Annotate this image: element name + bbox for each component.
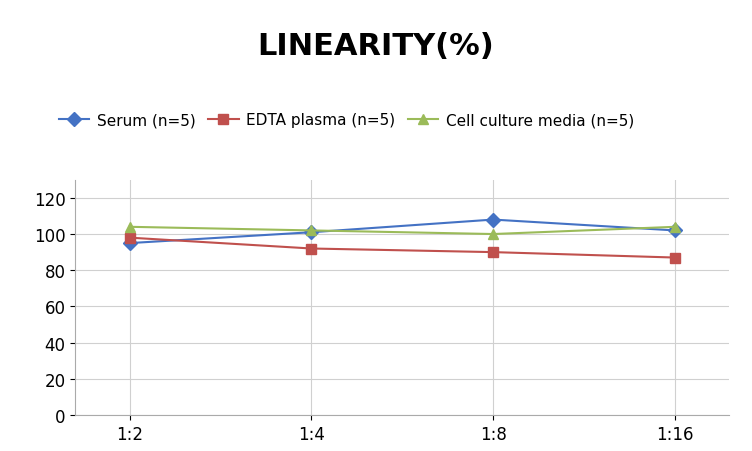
EDTA plasma (n=5)	[125, 235, 134, 241]
Text: LINEARITY(%): LINEARITY(%)	[258, 32, 494, 60]
EDTA plasma (n=5)	[489, 250, 498, 255]
EDTA plasma (n=5)	[307, 246, 316, 252]
Cell culture media (n=5)	[307, 228, 316, 234]
Serum (n=5)	[125, 241, 134, 246]
Legend: Serum (n=5), EDTA plasma (n=5), Cell culture media (n=5): Serum (n=5), EDTA plasma (n=5), Cell cul…	[53, 107, 640, 134]
Line: Cell culture media (n=5): Cell culture media (n=5)	[125, 222, 680, 239]
Serum (n=5)	[671, 228, 680, 234]
Serum (n=5)	[489, 217, 498, 223]
Cell culture media (n=5)	[125, 225, 134, 230]
Cell culture media (n=5)	[489, 232, 498, 237]
Line: EDTA plasma (n=5): EDTA plasma (n=5)	[125, 233, 680, 263]
Line: Serum (n=5): Serum (n=5)	[125, 215, 680, 249]
EDTA plasma (n=5)	[671, 255, 680, 261]
Serum (n=5)	[307, 230, 316, 235]
Cell culture media (n=5)	[671, 225, 680, 230]
